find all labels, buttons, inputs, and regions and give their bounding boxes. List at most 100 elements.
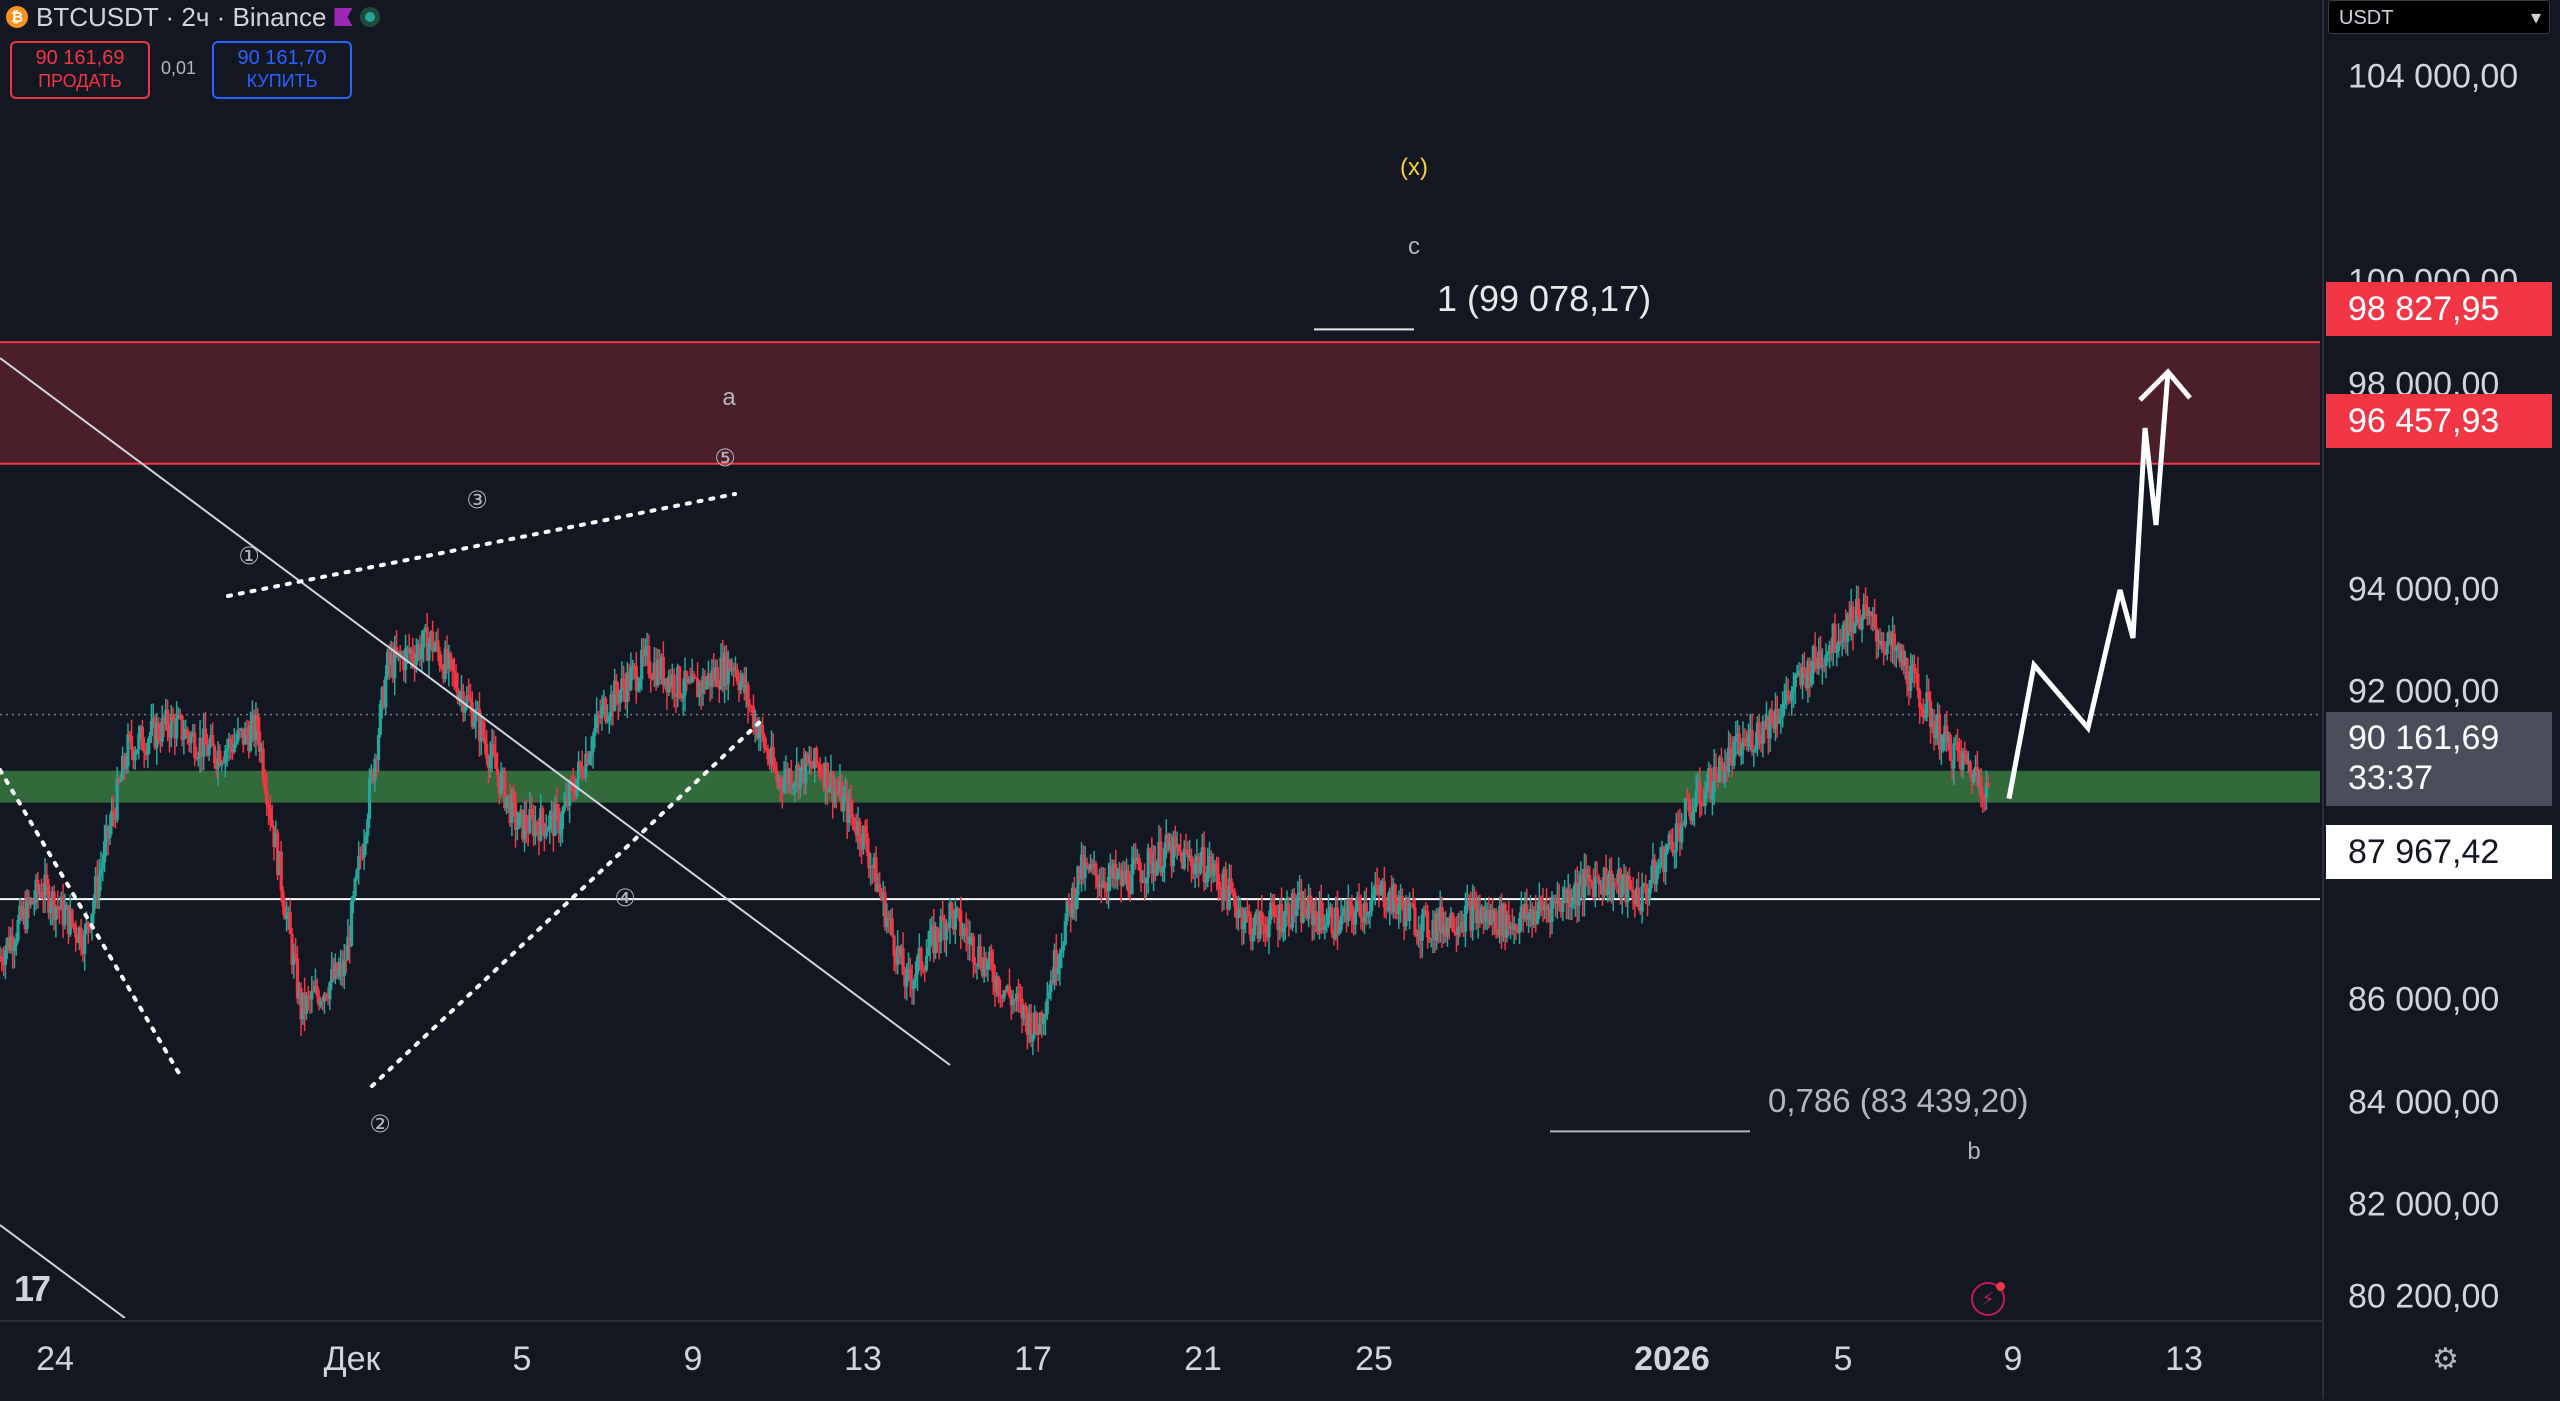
candle-body <box>319 1000 323 1006</box>
fib-level-0786[interactable]: 0,786 (83 439,20) <box>1768 1082 2029 1119</box>
candle-body <box>771 747 775 767</box>
candle-body <box>1362 902 1367 923</box>
candle-body <box>1631 889 1635 901</box>
wave-label-x[interactable]: (x) <box>1400 154 1428 181</box>
market-status-icon[interactable] <box>360 7 381 27</box>
symbol-header[interactable]: ₿ BTCUSDT · 2ч · Binance <box>6 0 381 34</box>
candle-body <box>762 735 766 749</box>
candle-body <box>1709 768 1713 800</box>
wave-label-a[interactable]: a <box>722 384 736 411</box>
candle-body <box>427 643 431 661</box>
candle-body <box>654 662 658 686</box>
candle-body <box>1510 925 1514 930</box>
candle-body <box>1546 908 1550 910</box>
candle-body <box>1040 1012 1044 1025</box>
candle-body <box>274 832 278 848</box>
candle-body <box>407 648 411 654</box>
candle-body <box>1314 911 1318 919</box>
candle-body <box>196 757 200 759</box>
candle-body <box>1332 933 1336 939</box>
candle-body <box>1222 869 1226 901</box>
candle-body <box>1195 856 1199 864</box>
candle-body <box>1779 717 1783 719</box>
candle-body <box>609 694 613 716</box>
currency-select[interactable]: USDT <box>2328 0 2550 35</box>
wave-label-b[interactable]: b <box>1967 1138 1981 1165</box>
fib-level-1[interactable]: 1 (99 078,17) <box>1437 278 1652 319</box>
candle-body <box>367 778 372 820</box>
candle-body <box>1191 866 1195 874</box>
candle-body <box>744 684 748 694</box>
wave-label-4[interactable]: ④ <box>614 885 636 912</box>
candle-body <box>1069 904 1073 917</box>
candle-body <box>108 825 112 838</box>
candle-body <box>1853 623 1857 633</box>
candle-body <box>358 856 363 858</box>
candle-body <box>1161 867 1165 873</box>
candle-body <box>1415 935 1419 937</box>
candle-body <box>1539 898 1543 903</box>
candle-body <box>470 702 474 727</box>
candle-body <box>1373 884 1377 895</box>
time-tick: 9 <box>683 1340 703 1378</box>
candle-body <box>153 717 157 748</box>
sell-price: 90 161,69 <box>35 47 125 69</box>
candle-body <box>1948 734 1952 761</box>
wave-label-2[interactable]: ② <box>369 1111 391 1138</box>
flag-icon[interactable] <box>334 8 353 26</box>
wave-label-c[interactable]: c <box>1408 233 1420 260</box>
buy-button[interactable]: 90 161,70 КУПИТЬ <box>212 41 352 99</box>
candle-body <box>157 723 161 739</box>
candle-body <box>1617 869 1621 884</box>
current-price-label: 90 161,69 33:37 <box>2326 712 2552 806</box>
chart-canvas[interactable] <box>0 0 2320 1318</box>
candle-body <box>1640 886 1644 912</box>
candle-body <box>1132 857 1136 865</box>
candle-body <box>1759 739 1763 744</box>
sell-button[interactable]: 90 161,69 ПРОДАТЬ <box>10 41 150 99</box>
candle-body <box>1865 608 1870 616</box>
candle-body <box>1750 729 1754 752</box>
candle-body <box>962 927 966 935</box>
candle-body <box>1236 911 1240 919</box>
candle-body <box>1458 926 1462 928</box>
candle-body <box>1577 884 1581 906</box>
candle-body <box>850 813 855 818</box>
wave-label-3[interactable]: ③ <box>466 487 488 514</box>
chart-pane[interactable]: ₿ BTCUSDT · 2ч · Binance 90 161,69 ПРОДА… <box>0 0 2320 1318</box>
candle-body <box>279 851 283 891</box>
price-tick: 86 000,00 <box>2348 980 2500 1019</box>
candle-body <box>933 927 938 954</box>
candle-body <box>416 644 420 654</box>
symbol-title[interactable]: BTCUSDT · 2ч · Binance <box>36 1 327 32</box>
candle-body <box>239 728 244 731</box>
candle-body <box>506 795 510 798</box>
candle-body <box>261 748 265 779</box>
wave-label-1[interactable]: ① <box>238 543 260 570</box>
flash-icon[interactable]: ⚡ <box>1971 1282 2005 1316</box>
candle-body <box>1431 920 1435 939</box>
candle-body <box>393 646 397 678</box>
candle-body <box>1270 902 1275 907</box>
tradingview-logo[interactable]: 17 <box>14 1268 51 1309</box>
candle-body <box>0 956 4 963</box>
candle-body <box>333 963 337 980</box>
candle-body <box>915 956 920 975</box>
candle-body <box>674 694 678 698</box>
candle-body <box>1353 910 1358 925</box>
wave-label-5[interactable]: ⑤ <box>714 445 736 472</box>
candle-body <box>847 798 851 823</box>
candle-body <box>1618 869 1623 897</box>
candle-body <box>953 910 957 930</box>
settings-icon[interactable]: ⚙ <box>2432 1343 2459 1376</box>
candle-body <box>1027 1012 1031 1036</box>
candle-body <box>750 706 754 708</box>
support-zone <box>0 770 2320 803</box>
candle-body <box>166 709 170 732</box>
candle-body <box>1289 926 1293 928</box>
time-axis[interactable]: 24 Дек 5 9 13 17 21 25 2026 5 9 13 <box>0 1320 2322 1401</box>
candle-body <box>683 670 687 696</box>
candle-body <box>932 925 936 954</box>
candle-body <box>1984 783 1988 798</box>
